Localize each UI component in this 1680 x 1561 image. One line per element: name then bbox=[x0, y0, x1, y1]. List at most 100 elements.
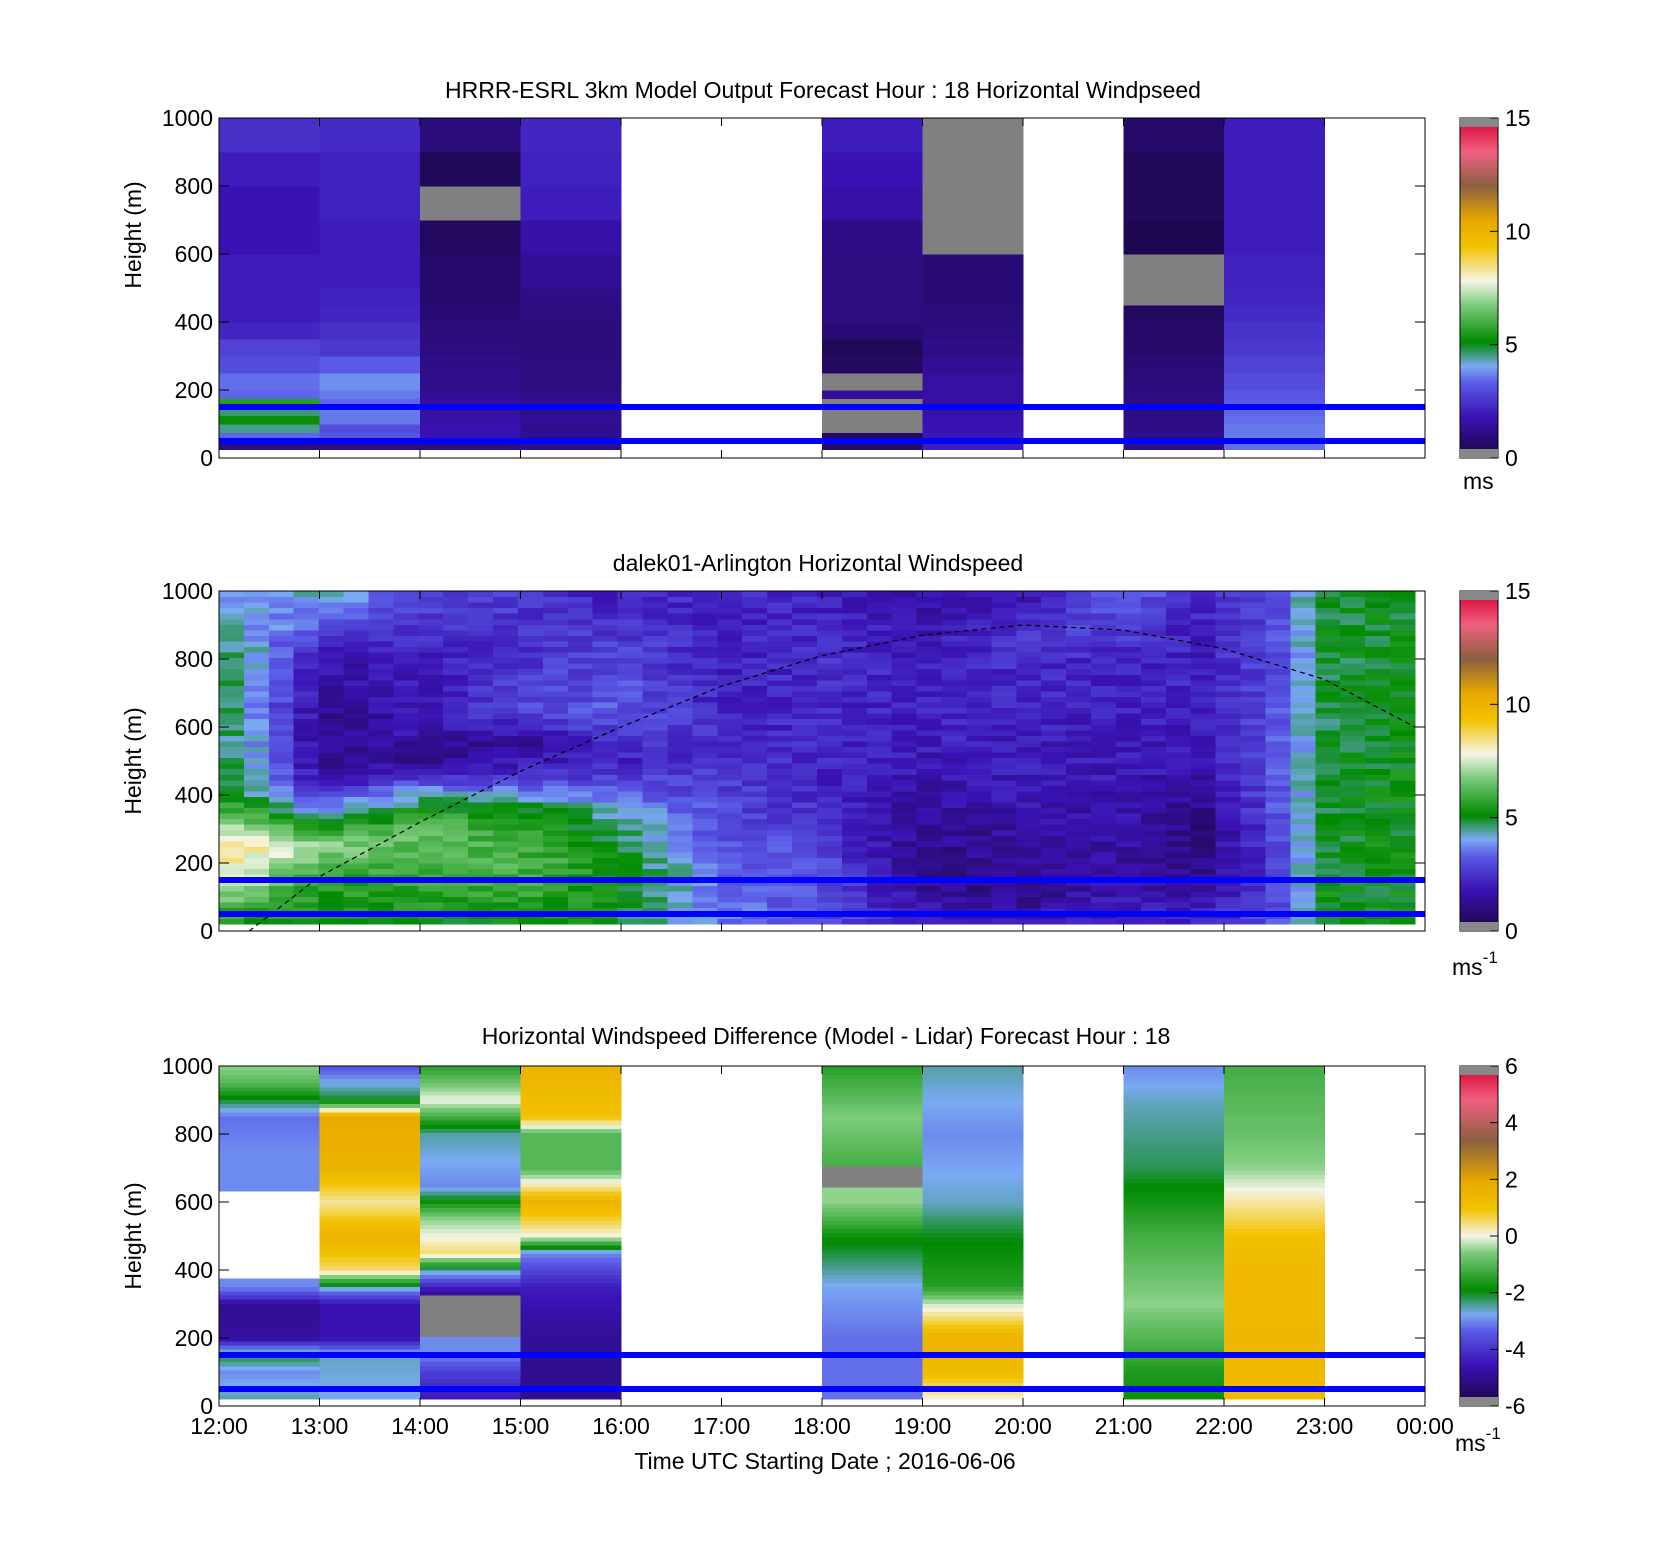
heatmap-cell bbox=[891, 702, 918, 709]
heatmap-cell bbox=[916, 702, 943, 709]
heatmap-cell bbox=[493, 885, 519, 892]
heatmap-cell bbox=[1123, 1320, 1225, 1325]
heatmap-cell bbox=[219, 1307, 320, 1313]
heatmap-cell bbox=[822, 1140, 923, 1146]
heatmap-cell bbox=[922, 1186, 1024, 1192]
heatmap-cell bbox=[468, 829, 494, 836]
heatmap-cell bbox=[1115, 840, 1142, 847]
heatmap-cell bbox=[1140, 824, 1167, 831]
heatmap-cell bbox=[343, 768, 369, 775]
heatmap-cell bbox=[822, 1149, 923, 1154]
heatmap-cell bbox=[343, 863, 369, 870]
heatmap-cell bbox=[1066, 852, 1092, 859]
heatmap-cell bbox=[1165, 835, 1192, 842]
heatmap-cell bbox=[822, 1220, 923, 1225]
heatmap-cell bbox=[243, 629, 270, 636]
heatmap-cell bbox=[941, 624, 967, 631]
heatmap-cell bbox=[767, 724, 793, 731]
heatmap-cell bbox=[1215, 846, 1242, 853]
heatmap-cell bbox=[343, 624, 369, 631]
heatmap-cell bbox=[667, 868, 693, 875]
heatmap-cell bbox=[319, 254, 421, 289]
heatmap-cell bbox=[1123, 1078, 1225, 1084]
heatmap-cell bbox=[1041, 907, 1067, 914]
heatmap-cell bbox=[1123, 1382, 1225, 1388]
heatmap-cell bbox=[1016, 796, 1042, 803]
heatmap-cell bbox=[268, 796, 295, 803]
heatmap-cell bbox=[1140, 790, 1167, 797]
heatmap-cell bbox=[520, 390, 622, 399]
heatmap-cell bbox=[1390, 713, 1416, 720]
heatmap-cell bbox=[293, 602, 320, 609]
heatmap-cell bbox=[966, 824, 992, 831]
heatmap-cell bbox=[1365, 840, 1391, 847]
heatmap-cell bbox=[1240, 779, 1266, 786]
heatmap-cell bbox=[1365, 829, 1391, 836]
heatmap-cell bbox=[1165, 818, 1192, 825]
heatmap-cell bbox=[268, 757, 295, 764]
heatmap-cell bbox=[1315, 735, 1341, 742]
heatmap-cell bbox=[792, 679, 818, 686]
heatmap-cell bbox=[667, 602, 693, 609]
heatmap-cell bbox=[368, 640, 394, 648]
heatmap-cell bbox=[692, 640, 718, 648]
heatmap-cell bbox=[1016, 690, 1042, 698]
heatmap-cell bbox=[617, 729, 644, 736]
heatmap-cell bbox=[642, 668, 668, 675]
heatmap-cell bbox=[792, 852, 818, 859]
heatmap-cell bbox=[520, 1111, 622, 1117]
heatmap-cell bbox=[792, 824, 818, 831]
heatmap-cell bbox=[1190, 896, 1217, 903]
heatmap-cell bbox=[922, 1395, 1024, 1400]
heatmap-cell bbox=[368, 785, 394, 792]
heatmap-cell bbox=[542, 785, 569, 792]
heatmap-cell bbox=[1240, 857, 1266, 864]
heatmap-cell bbox=[916, 763, 943, 770]
heatmap-cell bbox=[717, 890, 743, 897]
heatmap-cell bbox=[219, 668, 245, 675]
heatmap-cell bbox=[319, 1282, 421, 1288]
heatmap-cell bbox=[841, 790, 868, 797]
heatmap-cell bbox=[343, 746, 369, 753]
heatmap-cell bbox=[1240, 901, 1266, 909]
heatmap-cell bbox=[922, 1153, 1024, 1159]
heatmap-cell bbox=[243, 685, 270, 692]
heatmap-cell bbox=[922, 322, 1024, 340]
heatmap-cell bbox=[1290, 763, 1316, 770]
heatmap-cell bbox=[1290, 785, 1316, 792]
heatmap-cell bbox=[443, 690, 469, 698]
heatmap-cell bbox=[1390, 635, 1416, 642]
heatmap-cell bbox=[468, 668, 494, 675]
heatmap-cell bbox=[420, 1315, 521, 1321]
heatmap-cell bbox=[1265, 707, 1291, 714]
heatmap-cell bbox=[667, 702, 693, 709]
heatmap-cell bbox=[941, 885, 967, 892]
heatmap-cell bbox=[717, 652, 743, 659]
heatmap-cell bbox=[692, 740, 718, 747]
heatmap-cell bbox=[318, 663, 345, 670]
heatmap-cell bbox=[742, 763, 768, 770]
heatmap-cell bbox=[1224, 1253, 1325, 1259]
heatmap-cell bbox=[617, 785, 644, 792]
heatmap-cell bbox=[343, 668, 369, 675]
heatmap-cell bbox=[1123, 1253, 1225, 1259]
heatmap-cell bbox=[393, 818, 419, 825]
heatmap-cell bbox=[542, 640, 569, 648]
heatmap-cell bbox=[517, 918, 544, 925]
heatmap-cell bbox=[418, 629, 444, 636]
heatmap-cell bbox=[1115, 657, 1142, 664]
heatmap-cell bbox=[822, 186, 923, 221]
heatmap-cell bbox=[642, 835, 668, 842]
heatmap-cell bbox=[767, 629, 793, 636]
heatmap-cell bbox=[1091, 674, 1117, 681]
heatmap-cell bbox=[1290, 640, 1316, 648]
heatmap-cell bbox=[792, 663, 818, 670]
heatmap-cell bbox=[822, 1174, 923, 1179]
heatmap-cell bbox=[420, 1115, 521, 1121]
heatmap-cell bbox=[293, 835, 320, 842]
heatmap-cell bbox=[841, 679, 868, 686]
heatmap-cell bbox=[822, 1328, 923, 1334]
heatmap-cell bbox=[1224, 1115, 1325, 1121]
heatmap-cell bbox=[822, 1107, 923, 1113]
